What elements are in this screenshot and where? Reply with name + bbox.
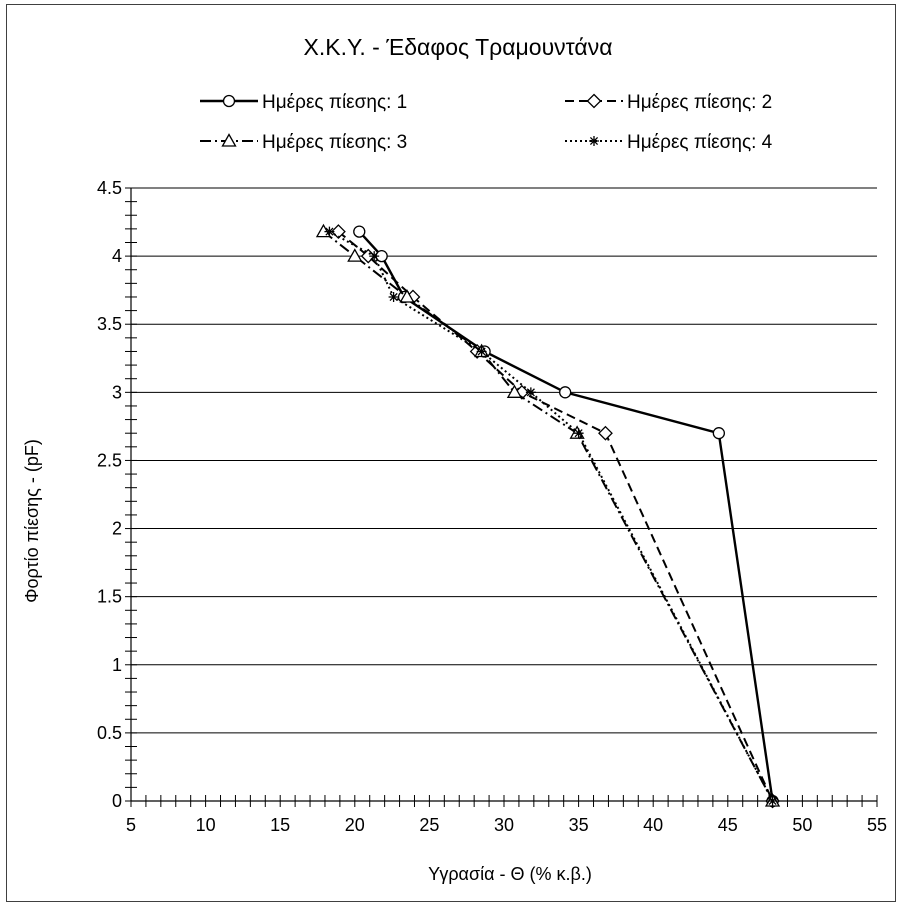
legend: Ημέρες πίεσης: 1 Ημέρες πίεσης: 2 Ημέρες π… (200, 92, 773, 153)
y-tick-label-4.5: 4.5 (97, 178, 122, 198)
series-2-line (337, 230, 774, 802)
series-3-point-4 (506, 384, 523, 398)
series-1-point-0 (353, 225, 366, 238)
y-tick-label-0.5: 0.5 (97, 723, 122, 743)
legend-marker-4 (589, 136, 599, 146)
x-tick-label-5: 5 (126, 815, 136, 835)
legend-label-3: Ημέρες πίεσης: 3 (262, 132, 407, 153)
tick-labels: 5 10 15 20 25 30 35 40 45 50 55 0 0.5 1 1.5 2 2.5 3 3.5 4 4.… (97, 178, 887, 835)
series-1-point-5 (712, 427, 725, 440)
x-tick-label-50: 50 (792, 815, 812, 835)
series-4-point-5 (573, 428, 584, 439)
x-tick-label-25: 25 (419, 815, 439, 835)
y-tick-label-2.5: 2.5 (97, 450, 122, 470)
legend-label-4: Ημέρες πίεσης: 4 (627, 132, 773, 153)
series-4-point-0 (324, 226, 335, 237)
series-1-line (358, 230, 774, 802)
legend-marker-3 (221, 133, 237, 147)
legend-entry-1: Ημέρες πίεσης: 1 (200, 92, 407, 113)
x-tick-label-30: 30 (494, 815, 514, 835)
series-4 (324, 226, 778, 806)
chart-frame: Χ.Κ.Υ. - Έδαφος Τραμουντάνα Ημέρες πίεση… (6, 4, 896, 902)
x-axis-label: Υγρασία - Θ (% κ.β.) (428, 864, 592, 884)
x-tick-label-45: 45 (718, 815, 738, 835)
x-tick-label-35: 35 (569, 815, 589, 835)
series-2 (330, 224, 780, 809)
series-2-point-5 (598, 425, 613, 441)
series-3-point-2 (399, 289, 415, 303)
axes (125, 187, 878, 807)
legend-marker-1 (222, 94, 236, 108)
y-tick-label-1: 1 (112, 655, 122, 675)
legend-entry-3: Ημέρες πίεσης: 3 (200, 132, 407, 153)
legend-entry-4: Ημέρες πίεσης: 4 (565, 132, 773, 153)
y-tick-label-3.5: 3.5 (97, 314, 122, 334)
series-4-point-3 (476, 346, 487, 357)
legend-marker-2 (586, 93, 602, 109)
series-3 (315, 223, 781, 807)
y-axis-label: Φορτίο πίεσης - (pF) (22, 439, 42, 603)
series-3-line (322, 230, 774, 802)
series-4-line (328, 230, 774, 802)
y-tick-label-4: 4 (112, 246, 122, 266)
series-3-point-1 (347, 248, 363, 262)
series-4-point-4 (525, 387, 536, 398)
series-4-point-1 (369, 251, 380, 262)
x-tick-label-55: 55 (867, 815, 887, 835)
y-tick-label-3: 3 (112, 382, 122, 402)
series-layer (315, 223, 781, 809)
series-1-point-4 (559, 386, 572, 399)
series-1 (353, 225, 779, 808)
chart-title: Χ.Κ.Υ. - Έδαφος Τραμουντάνα (304, 34, 613, 60)
x-tick-label-40: 40 (643, 815, 663, 835)
x-tick-label-10: 10 (196, 815, 216, 835)
gridlines (131, 187, 877, 734)
series-4-point-2 (388, 291, 399, 302)
chart-svg: Χ.Κ.Υ. - Έδαφος Τραμουντάνα Ημέρες πίεση… (22, 34, 887, 884)
series-4-point-6 (767, 796, 778, 806)
legend-label-1: Ημέρες πίεσης: 1 (262, 92, 407, 113)
y-tick-label-2: 2 (112, 519, 122, 539)
x-tick-label-20: 20 (345, 815, 365, 835)
legend-label-2: Ημέρες πίεσης: 2 (627, 92, 772, 113)
x-tick-label-15: 15 (270, 815, 290, 835)
y-tick-label-0: 0 (112, 791, 122, 811)
y-tick-label-1.5: 1.5 (97, 587, 122, 607)
legend-entry-2: Ημέρες πίεσης: 2 (565, 92, 772, 113)
